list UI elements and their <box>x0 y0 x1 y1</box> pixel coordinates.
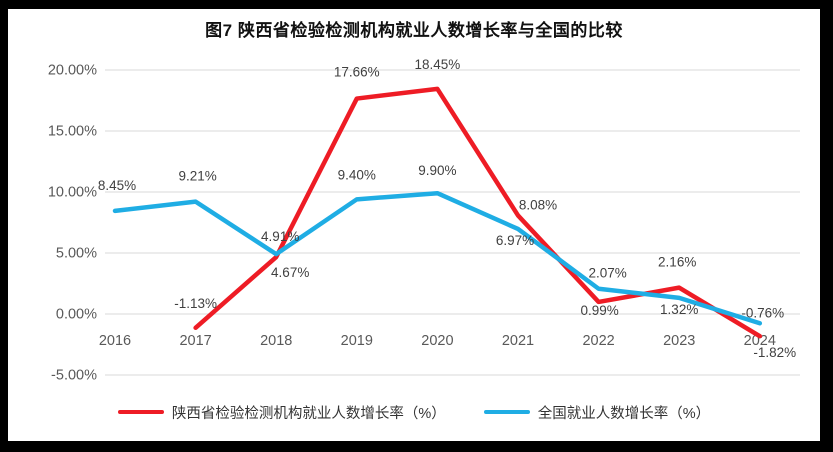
y-axis-tick-label: 10.00% <box>48 185 97 201</box>
y-axis-tick-label: 20.00% <box>48 63 97 79</box>
data-label: 18.45% <box>415 57 461 72</box>
x-axis-tick-label: 2024 <box>744 333 776 349</box>
x-axis-tick-label: 2020 <box>421 333 453 349</box>
y-axis-tick-label: 0.00% <box>56 307 97 323</box>
data-label: 4.91% <box>261 229 299 244</box>
y-axis-tick-label: -5.00% <box>51 368 97 384</box>
data-label: 1.32% <box>660 302 698 317</box>
data-label: 9.21% <box>178 169 216 184</box>
x-axis-tick-label: 2016 <box>99 333 131 349</box>
data-label: 2.16% <box>658 255 696 270</box>
blue-series-line <box>112 190 763 326</box>
x-axis-tick-label: 2018 <box>260 333 292 349</box>
line-chart-plot-area: 20.00% 15.00% 10.00% 5.00% 0.00% -5.00% 2016 20… <box>48 57 800 384</box>
data-label: 9.40% <box>338 167 376 182</box>
legend-item-national: 全国就业人数增长率（%） <box>483 402 711 423</box>
x-axis-tick-label: 2022 <box>582 333 614 349</box>
chart-legend: 陕西省检验检测机构就业人数增长率（%） 全国就业人数增长率（%） <box>8 400 820 424</box>
data-label: 8.45% <box>98 178 136 193</box>
x-axis-tick-label: 2021 <box>502 333 534 349</box>
legend-label-national: 全国就业人数增长率（%） <box>537 405 711 422</box>
data-label: 17.66% <box>334 65 380 80</box>
data-label: 9.90% <box>418 163 456 178</box>
data-label: 2.07% <box>588 266 626 281</box>
data-label: -1.13% <box>174 296 217 311</box>
legend-item-shaanxi: 陕西省检验检测机构就业人数增长率（%） <box>117 402 446 423</box>
x-axis-tick-label: 2017 <box>179 333 211 349</box>
data-label: -0.76% <box>741 305 784 320</box>
y-axis-tick-label: 5.00% <box>56 246 97 262</box>
red-series-line-icon <box>117 409 164 415</box>
data-label: 4.67% <box>271 265 309 280</box>
chart-title: 图7 陕西省检验检测机构就业人数增长率与全国的比较 <box>205 21 623 40</box>
chart-canvas: 图7 陕西省检验检测机构就业人数增长率与全国的比较 20.00% 15.00% 10… <box>8 9 820 441</box>
legend-label-shaanxi: 陕西省检验检测机构就业人数增长率（%） <box>171 405 446 422</box>
x-axis-tick-label: 2023 <box>663 333 695 349</box>
red-series-line <box>193 86 763 339</box>
data-label: 6.97% <box>496 233 534 248</box>
blue-series-line-icon <box>483 409 530 415</box>
y-axis-tick-label: 15.00% <box>48 124 97 140</box>
x-axis-tick-label: 2019 <box>341 333 373 349</box>
data-label: 8.08% <box>519 197 557 212</box>
data-label: -1.82% <box>753 345 796 360</box>
data-label: 0.99% <box>580 303 618 318</box>
